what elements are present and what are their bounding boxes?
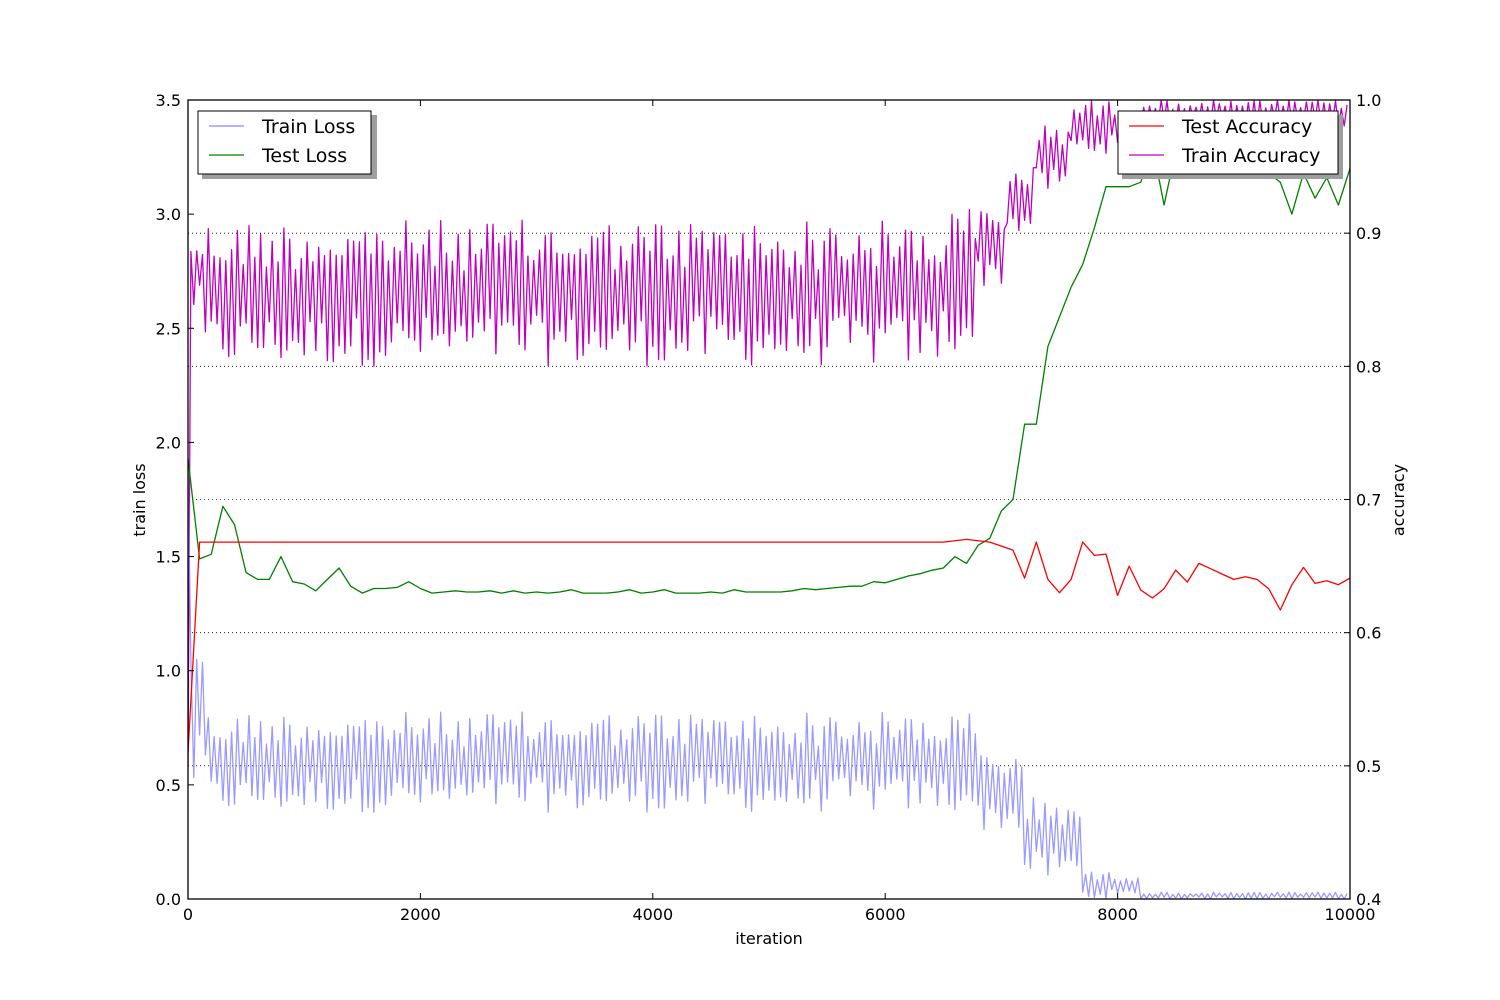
- series-line-train-loss: [188, 465, 1348, 899]
- y-axis-left: 0.0 0.5 1.0 1.5 2.0 2.5 3.0 3.5: [156, 91, 194, 909]
- y-right-tick-label: 0.4: [1356, 890, 1381, 909]
- y-left-tick-label: 2.0: [156, 433, 181, 452]
- y-right-tick-label: 1.0: [1356, 91, 1381, 110]
- legend-right-box: [1117, 110, 1339, 175]
- x-tick-label: 0: [183, 905, 193, 924]
- legend-left-box: [197, 110, 372, 175]
- y-axis-left-label: train loss: [130, 463, 149, 536]
- y-axis-right-label: accuracy: [1389, 464, 1408, 536]
- x-axis: 0 2000 4000 6000 8000 10000: [183, 100, 1376, 924]
- y-right-tick-label: 0.5: [1356, 757, 1381, 776]
- y-left-tick-label: 3.5: [156, 91, 181, 110]
- y-axis-right: 0.4 0.5 0.6 0.7 0.8 0.9 1.0: [1344, 91, 1381, 909]
- legend-label-train-accuracy: Train Accuracy: [1181, 145, 1320, 167]
- y-right-tick-label: 0.9: [1356, 224, 1381, 243]
- y-left-tick-label: 3.0: [156, 205, 181, 224]
- y-right-tick-label: 0.8: [1356, 357, 1381, 376]
- legend-label-test-accuracy: Test Accuracy: [1181, 116, 1312, 138]
- y-left-tick-label: 0.0: [156, 890, 181, 909]
- series-line-test-accuracy: [188, 538, 1350, 753]
- x-tick-label: 2000: [400, 905, 441, 924]
- x-axis-label: iteration: [735, 929, 803, 948]
- x-tick-label: 10000: [1325, 905, 1376, 924]
- y-right-tick-label: 0.7: [1356, 491, 1381, 510]
- legend-label-test-loss: Test Loss: [261, 145, 347, 167]
- x-tick-label: 8000: [1097, 905, 1138, 924]
- legend-left: Train Loss Test Loss: [197, 110, 377, 179]
- x-tick-label: 4000: [632, 905, 673, 924]
- y-right-tick-label: 0.6: [1356, 624, 1381, 643]
- accuracy-gridlines: [188, 232, 1350, 767]
- y-left-tick-label: 1.5: [156, 548, 181, 567]
- legend-right: Test Accuracy Train Accuracy: [1117, 110, 1343, 179]
- y-left-tick-label: 1.0: [156, 662, 181, 681]
- series-line-test-loss: [188, 145, 1350, 594]
- series-line-train-accuracy: [188, 100, 1348, 766]
- y-left-tick-label: 2.5: [156, 319, 181, 338]
- x-tick-label: 6000: [865, 905, 906, 924]
- legend-label-train-loss: Train Loss: [261, 116, 355, 138]
- y-left-tick-label: 0.5: [156, 776, 181, 795]
